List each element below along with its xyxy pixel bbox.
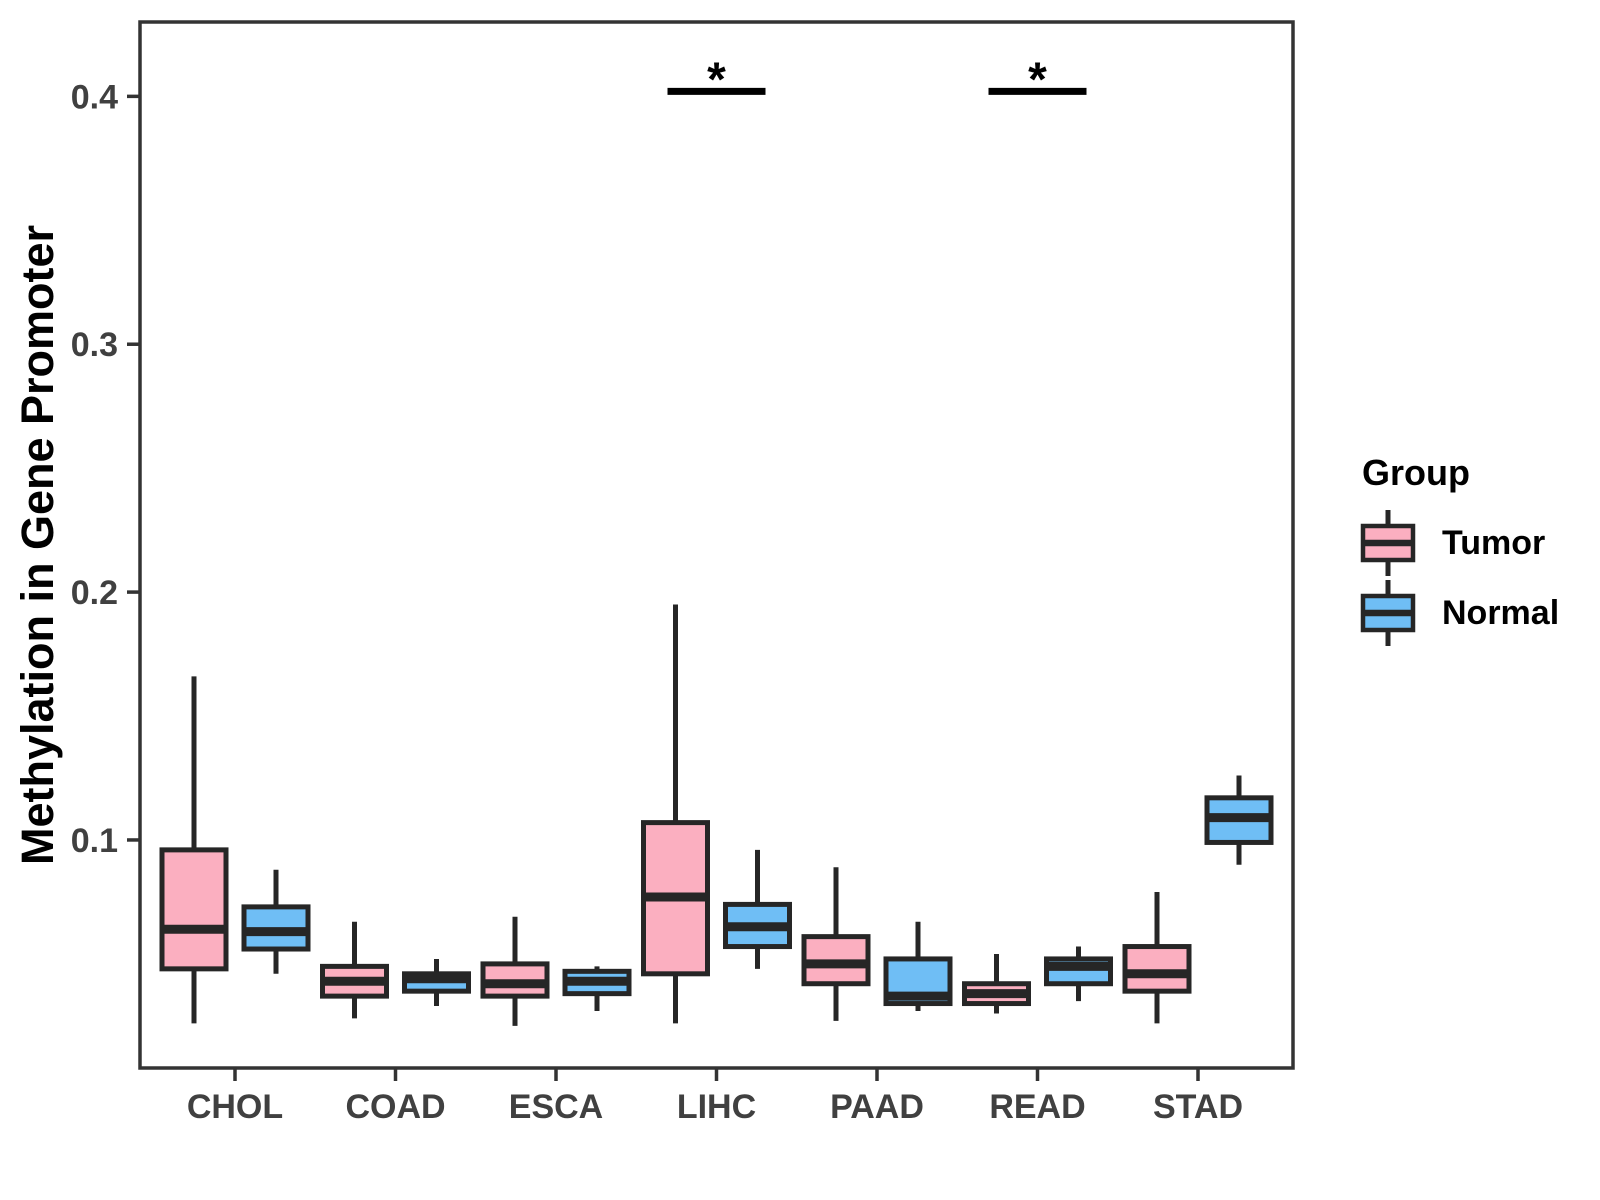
x-tick-label: PAAD — [830, 1088, 924, 1126]
y-tick-label: 0.3 — [71, 326, 118, 364]
y-tick-label: 0.2 — [71, 574, 118, 612]
significance-star-LIHC: * — [707, 53, 726, 106]
y-axis-title: Methylation in Gene Promoter — [12, 224, 63, 866]
x-tick-label: STAD — [1153, 1088, 1243, 1126]
legend-item-normal: Normal — [1360, 578, 1590, 648]
y-tick-label: 0.1 — [71, 822, 118, 860]
x-tick-label: ESCA — [509, 1088, 603, 1126]
y-tick-label: 0.4 — [71, 78, 118, 116]
x-tick-label: LIHC — [677, 1088, 756, 1126]
plot-panel-border — [138, 20, 1295, 1070]
x-tick-label: CHOL — [187, 1088, 283, 1126]
legend-item-label: Normal — [1442, 593, 1560, 632]
box-CHOL-Tumor — [159, 847, 229, 972]
tumor-boxplot-glyph — [1360, 510, 1416, 576]
legend: Group Tumor Normal — [1360, 452, 1590, 648]
box-STAD-Tumor — [1122, 944, 1192, 994]
x-tick-label: COAD — [345, 1088, 445, 1126]
significance-star-READ: * — [1028, 53, 1047, 106]
legend-title: Group — [1362, 452, 1470, 493]
legend-item-tumor: Tumor — [1360, 508, 1590, 578]
x-tick-label: READ — [989, 1088, 1085, 1126]
normal-boxplot-glyph — [1360, 580, 1416, 646]
legend-item-label: Tumor — [1442, 523, 1546, 562]
